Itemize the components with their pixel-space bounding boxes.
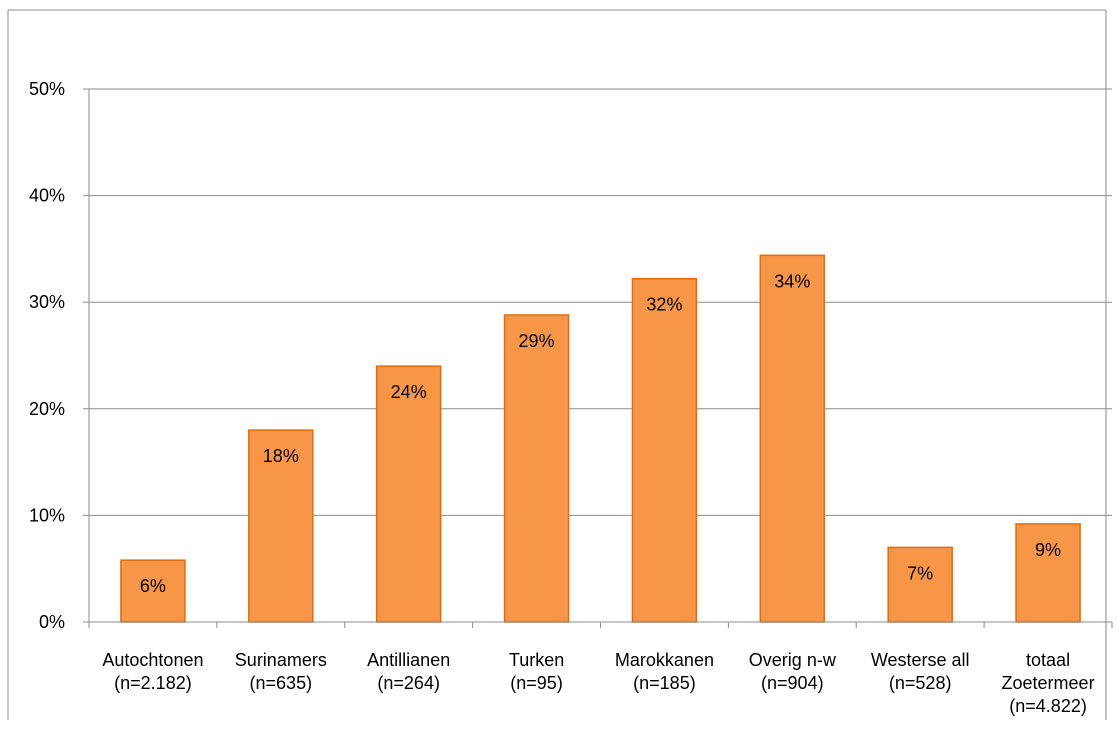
bar	[248, 429, 314, 623]
x-tick-label-line: totaal	[1026, 650, 1070, 670]
chart-frame	[7, 9, 1107, 720]
x-tick-label: Surinamers (n=635)	[235, 650, 327, 693]
x-tick-label-line: (n=2.182)	[114, 673, 192, 693]
bar-data-label: 29%	[519, 331, 555, 351]
bar	[759, 254, 826, 623]
bar-data-label: 32%	[646, 295, 682, 315]
x-tick-label-line: (n=185)	[633, 673, 696, 693]
x-tick-label-line: (n=904)	[761, 673, 824, 693]
y-tick-label: 20%	[29, 399, 65, 419]
bar-data-label: 34%	[774, 271, 810, 291]
x-tick-label: totaal Zoetermeer (n=4.822)	[1002, 650, 1095, 716]
bar	[375, 365, 442, 623]
bar	[503, 314, 570, 623]
bar-data-label: 24%	[391, 382, 427, 402]
x-tick-label-line: Marokkanen	[615, 650, 714, 670]
x-tick-label: Westerse all (n=528)	[871, 650, 970, 693]
y-tick-label: 40%	[29, 186, 65, 206]
bar-data-label: 7%	[907, 563, 933, 583]
y-axis-ticks: 0% 10% 20% 30% 40% 50%	[29, 79, 89, 632]
x-tick-label: Overig n-w (n=904)	[749, 650, 837, 693]
x-axis	[88, 89, 1113, 628]
x-tick-label: Turken (n=95)	[509, 650, 564, 693]
x-tick-label-line: Zoetermeer	[1002, 673, 1095, 693]
gridlines	[89, 88, 1112, 516]
x-tick-label-line: Antillianen	[367, 650, 450, 670]
y-tick-label: 10%	[29, 505, 65, 525]
x-tick-label: Autochtonen (n=2.182)	[102, 650, 203, 693]
x-tick-label-line: (n=95)	[510, 673, 563, 693]
data-labels: 6% 18% 24% 29% 32% 34% 7% 9%	[140, 271, 1061, 596]
y-tick-label: 30%	[29, 292, 65, 312]
y-tick-label: 0%	[39, 612, 65, 632]
x-tick-label-line: Westerse all	[871, 650, 970, 670]
bar-data-label: 9%	[1035, 540, 1061, 560]
x-tick-label-line: Autochtonen	[102, 650, 203, 670]
bars	[120, 254, 1081, 623]
x-tick-label-line: Turken	[509, 650, 564, 670]
bar	[1015, 523, 1081, 623]
bar-data-label: 18%	[263, 446, 299, 466]
x-tick-label: Antillianen (n=264)	[367, 650, 450, 693]
y-tick-label: 50%	[29, 79, 65, 99]
x-tick-label-line: Surinamers	[235, 650, 327, 670]
bar	[887, 546, 953, 623]
x-tick-label-line: (n=264)	[377, 673, 440, 693]
x-tick-label-line: (n=528)	[889, 673, 952, 693]
x-axis-tick-labels: Autochtonen (n=2.182) Surinamers (n=635) Ant…	[102, 650, 1094, 716]
x-tick-label-line: (n=4.822)	[1009, 696, 1087, 716]
x-tick-label-line: (n=635)	[250, 673, 313, 693]
x-tick-label: Marokkanen (n=185)	[615, 650, 714, 693]
bar-data-label: 6%	[140, 576, 166, 596]
x-tick-label-line: Overig n-w	[749, 650, 837, 670]
bar	[631, 277, 698, 623]
